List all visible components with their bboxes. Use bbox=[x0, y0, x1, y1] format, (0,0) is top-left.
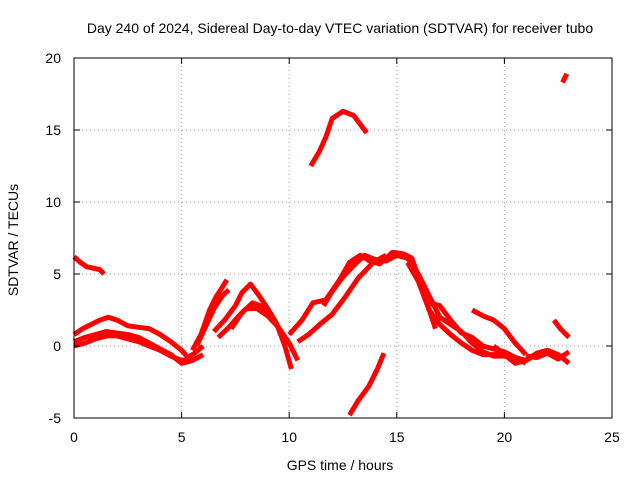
series-arc-2 bbox=[72, 314, 205, 360]
data-series bbox=[72, 72, 571, 417]
series-arc-13 bbox=[308, 108, 369, 168]
series-arc-12 bbox=[321, 252, 421, 307]
x-tick-label: 5 bbox=[178, 429, 186, 445]
y-tick-label: -5 bbox=[49, 410, 62, 426]
y-tick-label: 15 bbox=[45, 122, 61, 138]
x-tick-label: 0 bbox=[70, 429, 78, 445]
y-tick-label: 5 bbox=[53, 266, 61, 282]
series-arc-1 bbox=[72, 254, 106, 276]
chart-title: Day 240 of 2024, Sidereal Day-to-day VTE… bbox=[87, 20, 594, 36]
series-arc-19 bbox=[470, 307, 528, 357]
x-tick-label: 10 bbox=[281, 429, 297, 445]
x-tick-label: 15 bbox=[389, 429, 405, 445]
series-arc-11 bbox=[296, 253, 388, 344]
y-tick-label: 20 bbox=[45, 50, 61, 66]
x-tick-label: 25 bbox=[604, 429, 620, 445]
x-tick-label: 20 bbox=[497, 429, 513, 445]
series-arc-18 bbox=[428, 300, 528, 366]
plot-frame bbox=[73, 57, 613, 419]
series-arc-3 bbox=[73, 329, 205, 366]
series-arc-21 bbox=[525, 349, 571, 362]
y-tick-label: 0 bbox=[53, 338, 61, 354]
series-arc-6 bbox=[194, 287, 231, 348]
series-arc-4 bbox=[73, 333, 193, 363]
axis-ticks: 0 5 10 15 20 25 -5 0 5 10 15 20 bbox=[45, 50, 620, 445]
y-axis-label: SDTVAR / TECUs bbox=[5, 184, 21, 296]
grid-lines bbox=[74, 58, 612, 418]
y-tick-label: 10 bbox=[45, 194, 61, 210]
series-arc-9 bbox=[229, 300, 283, 333]
series-arc-22 bbox=[551, 318, 571, 340]
series-arc-23 bbox=[560, 72, 570, 84]
x-axis-label: GPS time / hours bbox=[287, 457, 394, 473]
series-arc-14 bbox=[347, 352, 387, 417]
